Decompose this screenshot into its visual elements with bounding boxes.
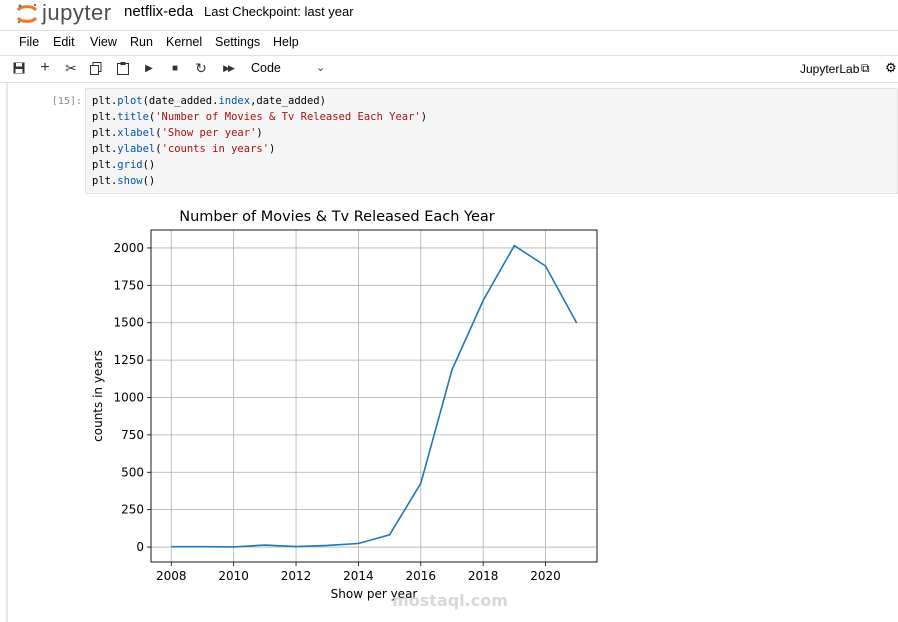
x-tick-label: 2012 — [281, 569, 312, 583]
notebook-header: jupyter netflix-eda Last Checkpoint: las… — [0, 0, 898, 30]
y-tick-label: 1750 — [113, 278, 144, 292]
menu-bar: File Edit View Run Kernel Settings Help — [0, 30, 898, 56]
cell-type-dropdown[interactable]: Code — [251, 61, 281, 75]
x-tick-label: 2010 — [218, 569, 249, 583]
restart-icon[interactable]: ↻ — [191, 59, 211, 77]
y-tick-label: 1000 — [113, 390, 144, 404]
y-tick-label: 1250 — [113, 353, 144, 367]
y-tick-label: 2000 — [113, 241, 144, 255]
fast-forward-icon[interactable]: ▶▶ — [218, 59, 238, 77]
code-line: plt.xlabel('Show per year') — [92, 127, 263, 139]
paste-icon[interactable] — [113, 59, 133, 77]
menu-settings[interactable]: Settings — [215, 35, 260, 49]
menu-kernel[interactable]: Kernel — [166, 35, 202, 49]
x-tick-label: 2018 — [468, 569, 499, 583]
series-line — [171, 246, 576, 547]
code-line: plt.grid() — [92, 159, 155, 171]
checkpoint-status: Last Checkpoint: last year — [204, 4, 354, 19]
menu-edit[interactable]: Edit — [53, 35, 75, 49]
add-cell-icon[interactable]: + — [35, 59, 55, 77]
cell-selection-border — [6, 83, 8, 622]
code-line: plt.ylabel('counts in years') — [92, 143, 275, 155]
stop-icon[interactable]: ■ — [165, 59, 185, 77]
watermark: mostaql.com — [392, 591, 508, 610]
plot-frame — [151, 230, 597, 562]
jupyter-logo-text: jupyter — [42, 0, 112, 26]
jupyter-logo[interactable]: jupyter — [16, 0, 112, 26]
grid — [151, 230, 597, 562]
jupyter-logo-icon — [16, 2, 38, 24]
code-line: plt.plot(date_added.index,date_added) — [92, 95, 326, 107]
y-tick-label: 500 — [121, 465, 144, 479]
x-tick-label: 2016 — [406, 569, 437, 583]
line-chart: Number of Movies & Tv Released Each Year… — [85, 200, 645, 610]
cut-icon[interactable]: ✂ — [61, 59, 81, 77]
menu-run[interactable]: Run — [130, 35, 153, 49]
y-tick-label: 250 — [121, 503, 144, 517]
y-tick-label: 750 — [121, 428, 144, 442]
cell-prompt: [15]: — [40, 96, 82, 107]
notebook-toolbar: + ✂ ▶ ■ ↻ ▶▶ Code ⌄ JupyterLab ⧉ ⚙ — [0, 55, 898, 83]
notebook-name[interactable]: netflix-eda — [124, 3, 193, 20]
menu-file[interactable]: File — [19, 35, 39, 49]
jupyterlab-link[interactable]: JupyterLab — [800, 62, 859, 76]
copy-icon[interactable] — [86, 59, 106, 77]
menu-help[interactable]: Help — [273, 35, 299, 49]
chevron-down-icon[interactable]: ⌄ — [316, 61, 325, 74]
external-link-icon[interactable]: ⧉ — [861, 61, 870, 76]
menu-view[interactable]: View — [90, 35, 117, 49]
save-icon[interactable] — [9, 59, 29, 77]
code-line: plt.title('Number of Movies & Tv Release… — [92, 111, 427, 123]
axis-ticks: 2008 2010 2012 2014 2016 2018 2020 0 250 500 750 10… — [113, 241, 560, 583]
code-line: plt.show() — [92, 175, 155, 187]
gear-icon[interactable]: ⚙ — [885, 60, 897, 76]
x-tick-label: 2014 — [343, 569, 374, 583]
x-tick-label: 2008 — [156, 569, 187, 583]
run-icon[interactable]: ▶ — [139, 59, 159, 77]
y-tick-label: 1500 — [113, 316, 144, 330]
x-tick-label: 2020 — [530, 569, 561, 583]
code-cell-input[interactable]: plt.plot(date_added.index,date_added) pl… — [85, 88, 898, 194]
y-axis-label: counts in years — [91, 350, 105, 442]
chart-title: Number of Movies & Tv Released Each Year — [179, 209, 495, 225]
y-tick-label: 0 — [136, 540, 144, 554]
